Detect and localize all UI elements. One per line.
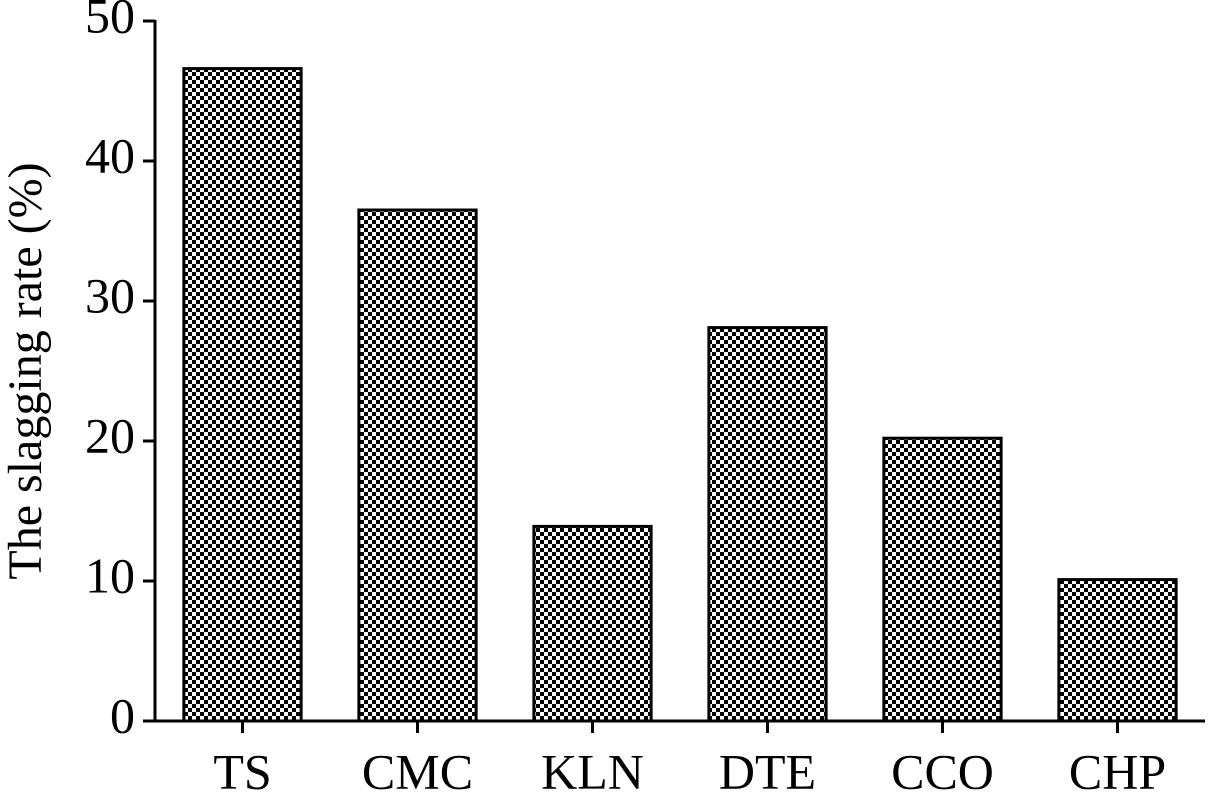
x-tick-label: KLN: [541, 743, 644, 799]
x-tick-label: DTE: [719, 743, 816, 799]
bar: [1057, 578, 1178, 723]
y-tick-label: 0: [110, 687, 135, 743]
x-tick-label: CHP: [1069, 743, 1166, 799]
x-tick-label: CCO: [891, 743, 994, 799]
y-axis-label: The slagging rate (%): [0, 162, 52, 579]
y-tick-label: 20: [85, 407, 135, 463]
y-tick-label: 30: [85, 267, 135, 323]
x-tick-label: CMC: [362, 743, 473, 799]
y-tick-label: 50: [85, 0, 135, 43]
bar: [357, 208, 478, 723]
y-tick-label: 10: [85, 547, 135, 603]
bar: [882, 436, 1003, 723]
bar: [707, 326, 828, 723]
bar: [532, 524, 653, 723]
y-tick-label: 40: [85, 127, 135, 183]
bar: [182, 67, 303, 723]
x-tick-label: TS: [213, 743, 271, 799]
